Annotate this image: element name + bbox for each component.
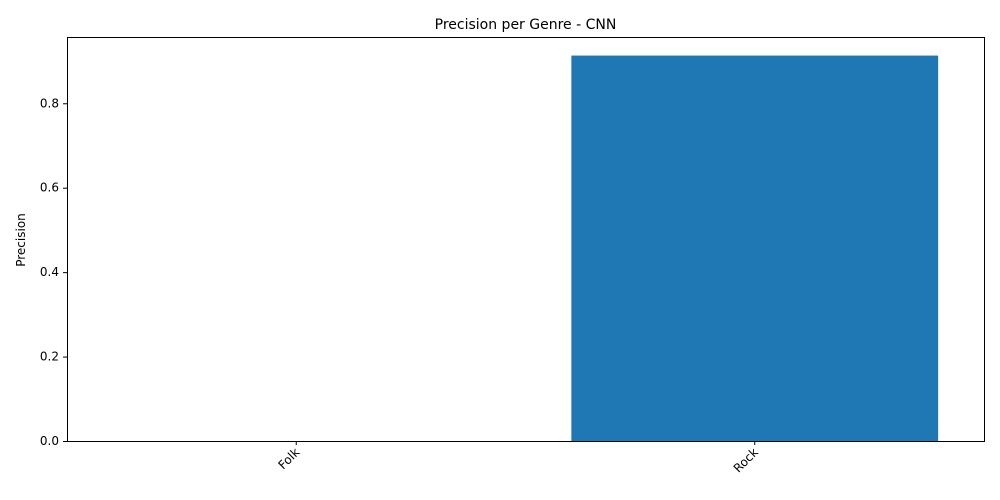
x-tick-label: Rock bbox=[731, 445, 761, 475]
chart-title: Precision per Genre - CNN bbox=[435, 17, 617, 33]
y-axis-label: Precision bbox=[14, 213, 28, 267]
x-tick-label: Folk bbox=[275, 445, 302, 472]
y-axis-ticks: 0.0 0.2 0.4 0.6 0.8 bbox=[40, 96, 67, 448]
plot-frame bbox=[67, 37, 985, 442]
bar-rock bbox=[571, 55, 939, 442]
y-tick-label: 0.6 bbox=[40, 181, 59, 195]
y-tick-label: 0.4 bbox=[40, 265, 59, 279]
y-tick-label: 0.2 bbox=[40, 350, 59, 364]
bars-group bbox=[571, 55, 939, 442]
x-axis-ticks: Folk Rock bbox=[275, 441, 761, 475]
y-tick-label: 0.0 bbox=[40, 434, 59, 448]
y-tick-label: 0.8 bbox=[40, 96, 59, 110]
